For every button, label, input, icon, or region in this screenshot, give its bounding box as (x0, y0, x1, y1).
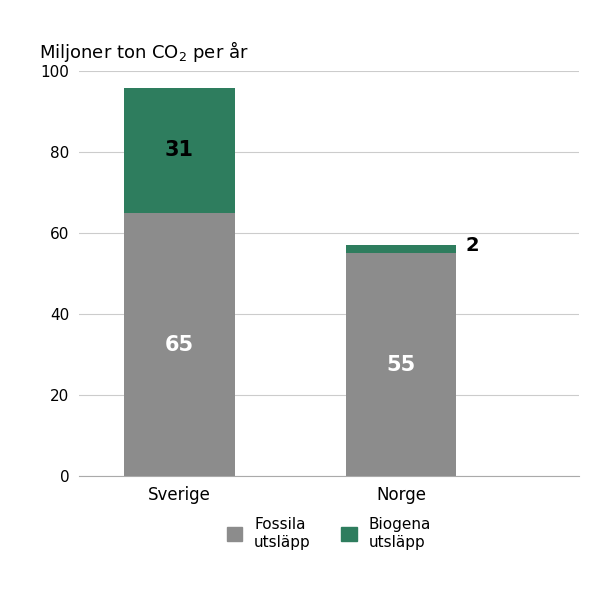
Bar (345, 245, 457, 253)
Text: Miljoner ton CO$_2$ per år: Miljoner ton CO$_2$ per år (39, 39, 248, 64)
Text: 65: 65 (164, 334, 194, 355)
Bar (124, 87, 234, 213)
Bar (345, 253, 457, 476)
Text: 55: 55 (386, 355, 415, 375)
Text: 2: 2 (465, 236, 479, 255)
Bar (124, 213, 234, 476)
Text: 31: 31 (164, 140, 194, 160)
Legend: Fossila
utsläpp, Biogena
utsläpp: Fossila utsläpp, Biogena utsläpp (219, 510, 439, 558)
